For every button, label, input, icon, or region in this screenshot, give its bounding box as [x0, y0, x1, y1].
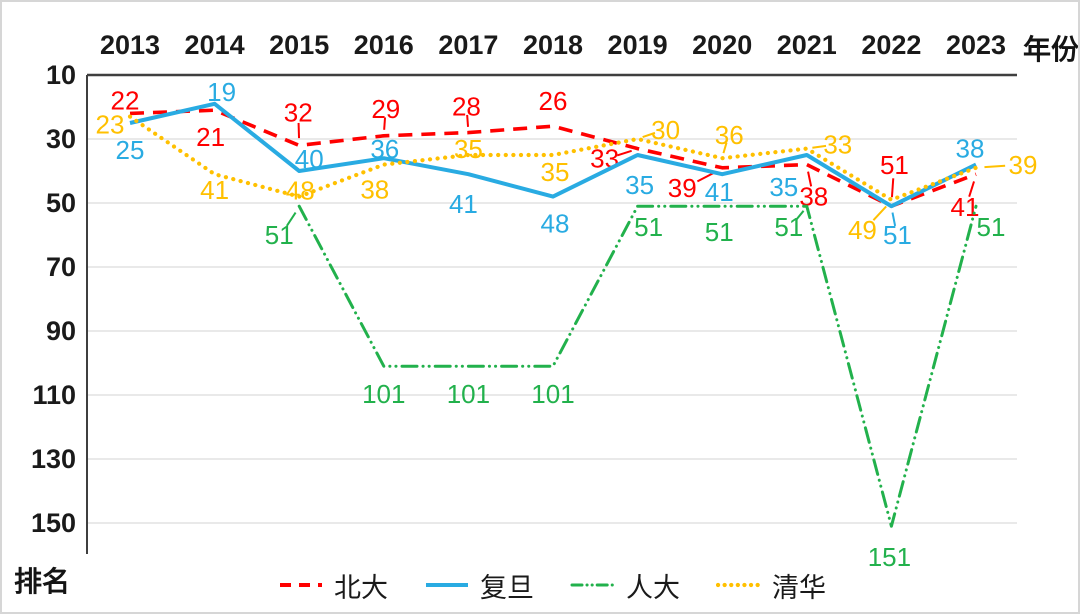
- series-line-2: [297, 204, 978, 528]
- data-label-series2-2021: 51: [774, 212, 803, 242]
- data-label-series3-2015: 48: [286, 176, 315, 206]
- y-tick-label-30: 30: [46, 124, 76, 154]
- data-label-series3-2013: 23: [96, 110, 125, 140]
- x-tick-label-2019: 2019: [608, 30, 668, 60]
- data-label-series3-2014: 41: [200, 175, 229, 205]
- data-label-series0-2022: 51: [880, 150, 909, 180]
- data-label-series2-2017: 101: [447, 379, 490, 409]
- data-label-leader: [642, 131, 656, 138]
- legend-swatch-icon: [426, 583, 468, 587]
- data-label-series2-2023: 51: [977, 212, 1006, 242]
- data-label-leader: [383, 117, 387, 130]
- x-tick-label-2016: 2016: [354, 30, 414, 60]
- data-label-leader: [872, 205, 887, 221]
- legend-swatch-icon: [280, 583, 322, 587]
- data-label-series0-2014: 21: [196, 122, 225, 152]
- data-label-series1-2017: 41: [449, 189, 478, 219]
- data-label-series3-2016: 38: [360, 175, 389, 205]
- legend-swatch-icon: [570, 583, 616, 587]
- y-tick-label-150: 150: [31, 508, 76, 538]
- data-label-series0-2013: 22: [111, 85, 140, 115]
- x-tick-label-2022: 2022: [861, 30, 921, 60]
- data-label-series1-2016: 36: [370, 134, 399, 164]
- data-label-leader: [891, 212, 897, 227]
- data-label-leader: [890, 178, 895, 198]
- y-axis-title: 排名: [14, 566, 71, 597]
- data-label-series2-2016: 101: [362, 379, 405, 409]
- data-label-series3-2019: 30: [651, 115, 680, 145]
- data-label-series3-2022: 49: [848, 215, 877, 245]
- legend-label-1: 复旦: [480, 572, 534, 603]
- y-tick-label-10: 10: [46, 60, 76, 90]
- data-label-series2-2015: 51: [265, 220, 294, 250]
- data-label-series1-2023: 38: [956, 134, 985, 164]
- x-tick-label-2020: 2020: [692, 30, 752, 60]
- data-label-series0-2018: 26: [539, 86, 568, 116]
- x-tick-label-2013: 2013: [100, 30, 160, 60]
- data-label-series2-2022: 151: [868, 542, 911, 572]
- data-label-leader: [616, 149, 632, 157]
- data-label-series3-2023: 39: [1009, 150, 1038, 180]
- y-tick-label-50: 50: [46, 188, 76, 218]
- data-label-series2-2020: 51: [705, 217, 734, 247]
- series-line-0: [129, 108, 977, 208]
- legend-item-3: 清华: [716, 566, 826, 605]
- data-label-leader: [466, 114, 470, 127]
- data-label-series0-2017: 28: [452, 92, 481, 122]
- data-label-series0-2020: 39: [668, 173, 697, 203]
- data-label-series0-2015: 32: [284, 97, 313, 127]
- data-label-series1-2014: 19: [207, 77, 236, 107]
- x-tick-label-2014: 2014: [185, 30, 245, 60]
- data-label-series1-2022: 51: [883, 220, 912, 250]
- data-label-series1-2020: 41: [705, 177, 734, 207]
- x-tick-label-2015: 2015: [269, 30, 329, 60]
- data-label-series1-2021: 35: [769, 172, 798, 202]
- legend-item-0: 北大: [278, 566, 388, 605]
- data-label-series1-2015: 40: [295, 144, 324, 174]
- legend-label-3: 清华: [772, 572, 826, 603]
- x-tick-label-2017: 2017: [438, 30, 498, 60]
- legend-item-2: 人大: [570, 566, 680, 605]
- legend: 北大 复旦 人大 清华: [87, 565, 1017, 605]
- data-label-leader: [968, 181, 975, 197]
- legend-label-0: 北大: [334, 572, 388, 603]
- legend-label-2: 人大: [626, 572, 680, 603]
- x-tick-label-2018: 2018: [523, 30, 583, 60]
- y-tick-label-70: 70: [46, 252, 76, 282]
- data-label-series3-2017: 35: [454, 134, 483, 164]
- data-label-series2-2019: 51: [634, 212, 663, 242]
- x-tick-label-2021: 2021: [777, 30, 837, 60]
- data-label-series3-2020: 36: [715, 120, 744, 150]
- data-label-series1-2019: 35: [625, 170, 654, 200]
- data-label-leader: [285, 212, 297, 227]
- series-line-3: [127, 114, 979, 202]
- data-label-series0-2016: 29: [371, 94, 400, 124]
- legend-swatch-icon: [716, 582, 762, 588]
- data-label-series3-2021: 33: [823, 130, 852, 160]
- data-label-leader: [794, 210, 805, 222]
- data-label-leader: [812, 144, 827, 149]
- x-axis-title: 年份: [1023, 34, 1080, 65]
- data-label-series1-2018: 48: [541, 209, 570, 239]
- series-line-1: [129, 101, 977, 209]
- legend-item-1: 复旦: [424, 566, 534, 605]
- data-label-series1-2013: 25: [116, 135, 145, 165]
- data-label-leader: [984, 164, 1006, 169]
- data-label-series3-2018: 35: [541, 157, 570, 187]
- y-tick-label-90: 90: [46, 316, 76, 346]
- data-label-leader: [807, 171, 813, 187]
- data-label-leader: [722, 142, 728, 154]
- x-tick-label-2023: 2023: [946, 30, 1006, 60]
- y-tick-label-130: 130: [31, 444, 76, 474]
- data-label-series2-2018: 101: [531, 379, 574, 409]
- y-tick-label-110: 110: [32, 380, 76, 410]
